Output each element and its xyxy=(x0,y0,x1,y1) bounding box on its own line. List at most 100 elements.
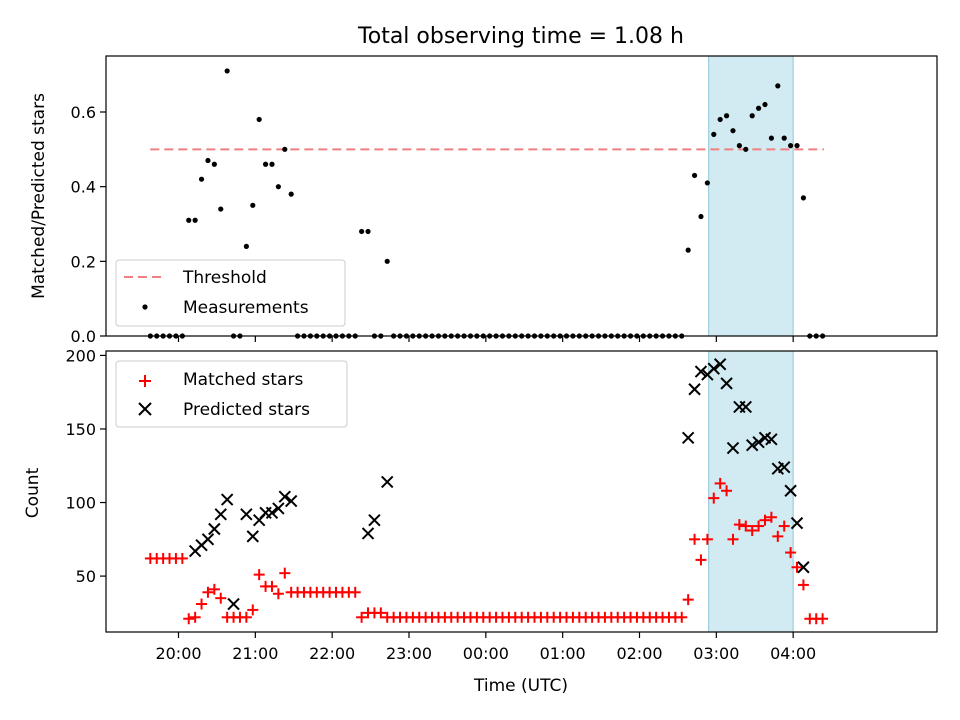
matched-star-point xyxy=(740,520,752,532)
legend-measurements-swatch xyxy=(142,304,148,310)
matched-star-point xyxy=(701,533,713,545)
x-tick-label: 21:00 xyxy=(232,644,278,663)
top-y-ticks: 0.0 0.2 0.4 0.6 xyxy=(71,103,106,346)
y-tick-label: 200 xyxy=(65,346,96,365)
measurement-point xyxy=(198,176,205,182)
matched-star-point xyxy=(714,477,726,489)
matched-star-point xyxy=(772,530,784,542)
predicted-star-point xyxy=(368,513,381,527)
matched-star-point xyxy=(215,592,227,604)
measurement-point xyxy=(205,157,211,164)
matched-star-point xyxy=(708,492,720,504)
matched-star-point xyxy=(356,611,368,623)
predicted-star-point xyxy=(227,597,240,611)
top-legend: Threshold Measurements xyxy=(115,259,346,327)
bottom-y-ticks: 50 100 150 200 xyxy=(65,346,106,586)
legend-measurements-label: Measurements xyxy=(183,298,309,318)
y-tick-label: 0.4 xyxy=(71,178,96,197)
matched-star-point xyxy=(176,552,188,564)
measurement-point xyxy=(218,206,224,212)
measurement-point xyxy=(749,113,755,119)
predicted-star-point xyxy=(240,508,253,521)
matched-star-point xyxy=(817,613,829,625)
measurement-point xyxy=(800,195,807,201)
legend-matched-label: Matched stars xyxy=(183,370,303,390)
measurement-point xyxy=(365,228,371,235)
matched-star-point xyxy=(240,611,252,623)
matched-star-point xyxy=(727,533,739,545)
measurement-point xyxy=(269,161,275,167)
matched-star-point xyxy=(349,586,361,598)
measurement-point xyxy=(211,161,217,167)
matched-stars-points xyxy=(144,477,829,625)
bottom-legend-frame xyxy=(115,360,348,428)
predicted-star-point xyxy=(726,441,740,455)
top-shaded-region xyxy=(708,55,794,337)
matched-star-point xyxy=(196,598,208,610)
matched-star-point xyxy=(189,611,201,623)
x-tick-label: 04:00 xyxy=(770,644,816,663)
top-x-ticks xyxy=(177,336,794,342)
measurement-point xyxy=(698,213,704,220)
measurement-point xyxy=(186,217,192,223)
matched-star-point xyxy=(753,520,765,532)
matched-star-point xyxy=(778,520,790,532)
legend-predicted-swatch xyxy=(138,402,152,416)
predicted-star-point xyxy=(278,490,291,503)
top-y-axis-label: Matched/Predicted stars xyxy=(29,93,49,299)
predicted-star-point xyxy=(214,508,227,521)
legend-predicted-label: Predicted stars xyxy=(183,400,310,420)
predicted-star-point xyxy=(713,358,727,371)
y-tick-label: 0.0 xyxy=(71,327,96,346)
measurement-point xyxy=(704,180,710,186)
measurement-point xyxy=(781,135,787,141)
matched-star-point xyxy=(785,547,797,559)
matched-star-point xyxy=(765,511,777,523)
matched-star-point xyxy=(721,485,733,497)
matched-star-point xyxy=(746,524,758,536)
measurement-point xyxy=(762,101,768,108)
matched-star-point xyxy=(272,588,284,600)
measurement-point xyxy=(736,143,742,149)
measurement-point xyxy=(275,184,281,190)
predicted-star-point xyxy=(720,377,733,390)
x-tick-label: 22:00 xyxy=(309,644,355,663)
measurement-point xyxy=(788,143,794,149)
measurement-point xyxy=(262,161,269,167)
matched-star-point xyxy=(797,579,809,591)
bottom-panel: 50 100 150 200 20:00 21:00 22:00 23:00 00:00 01:… xyxy=(23,346,938,696)
predicted-star-point xyxy=(790,516,804,530)
predicted-star-point xyxy=(681,431,695,445)
predicted-star-point xyxy=(694,365,708,378)
bottom-x-ticks: 20:00 21:00 22:00 23:00 00:00 01:00 02:00 03:00… xyxy=(155,632,816,663)
measurement-point xyxy=(711,131,717,137)
x-tick-label: 23:00 xyxy=(386,644,432,663)
predicted-star-point xyxy=(201,533,215,546)
matched-star-point xyxy=(183,613,195,625)
predicted-stars-points xyxy=(188,358,810,611)
matched-star-point xyxy=(676,611,688,623)
predicted-star-point xyxy=(272,502,285,515)
y-tick-label: 0.2 xyxy=(71,252,96,271)
y-tick-label: 150 xyxy=(65,420,96,439)
measurement-point xyxy=(691,172,698,179)
legend-threshold-label: Threshold xyxy=(182,268,267,288)
predicted-star-point xyxy=(208,522,221,536)
measurement-point xyxy=(685,247,691,253)
bottom-plot-frame xyxy=(105,350,938,633)
measurement-point xyxy=(256,116,262,123)
measurement-point xyxy=(384,258,390,264)
predicted-star-point xyxy=(220,493,234,506)
measurement-point xyxy=(250,202,256,208)
x-tick-label: 01:00 xyxy=(540,644,586,663)
predicted-star-point xyxy=(739,400,752,414)
measurement-point xyxy=(743,146,749,152)
measurement-point xyxy=(359,228,365,235)
predicted-star-point xyxy=(765,433,778,446)
predicted-star-point xyxy=(797,561,810,574)
predicted-star-point xyxy=(745,438,759,452)
matched-star-point xyxy=(202,586,214,598)
measurement-point xyxy=(730,128,736,134)
predicted-star-point xyxy=(707,362,720,375)
